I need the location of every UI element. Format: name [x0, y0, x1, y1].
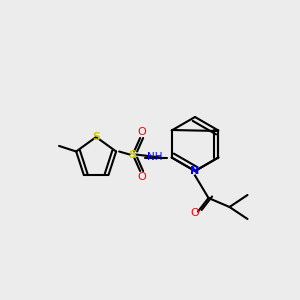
Text: O: O: [137, 172, 146, 182]
Text: N: N: [190, 166, 200, 176]
Text: O: O: [137, 127, 146, 137]
Text: O: O: [190, 208, 199, 218]
Text: NH: NH: [147, 152, 163, 163]
Text: S: S: [92, 132, 100, 142]
Text: S: S: [129, 149, 136, 160]
